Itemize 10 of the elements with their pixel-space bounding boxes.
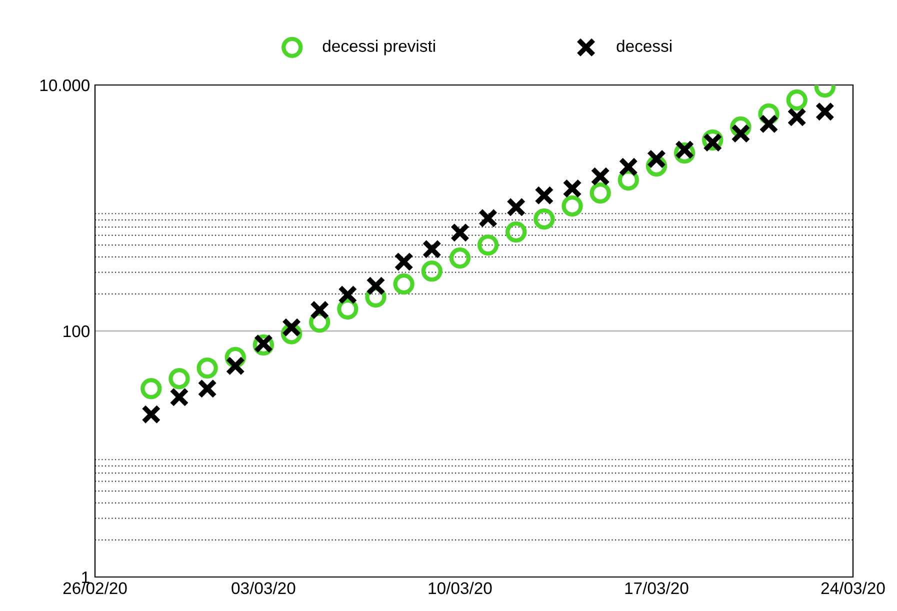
- x-tick-label: 17/03/20: [625, 582, 688, 594]
- legend-label: decessi previsti: [322, 40, 435, 56]
- legend-label: decessi: [616, 40, 672, 52]
- y-tick-label: 10.000: [40, 79, 90, 92]
- y-tick-label: 1: [82, 572, 90, 584]
- x-tick-label: 10/03/20: [428, 582, 492, 594]
- x-tick-label: 03/03/20: [232, 582, 296, 594]
- y-tick-label: 100: [64, 325, 90, 338]
- x-tick-label: 26/02/20: [63, 582, 127, 594]
- x-tick-label: 24/03/20: [821, 582, 885, 594]
